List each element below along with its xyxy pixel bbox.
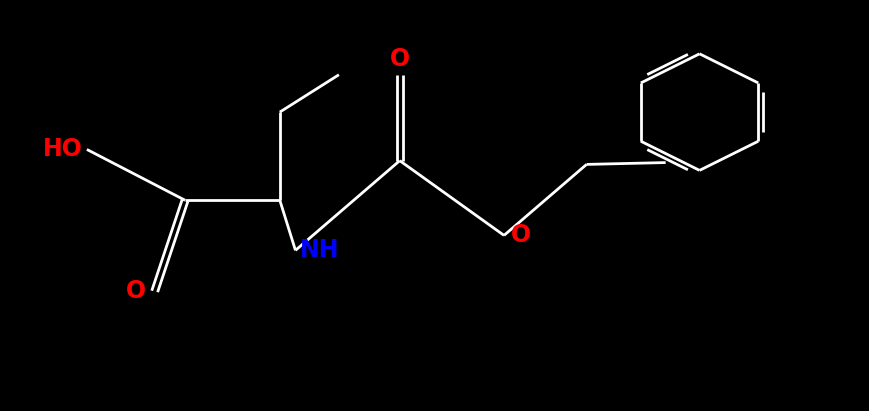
Text: O: O: [389, 47, 410, 71]
Text: NH: NH: [300, 238, 339, 262]
Text: HO: HO: [43, 137, 83, 162]
Text: O: O: [511, 224, 531, 247]
Text: O: O: [126, 279, 146, 303]
